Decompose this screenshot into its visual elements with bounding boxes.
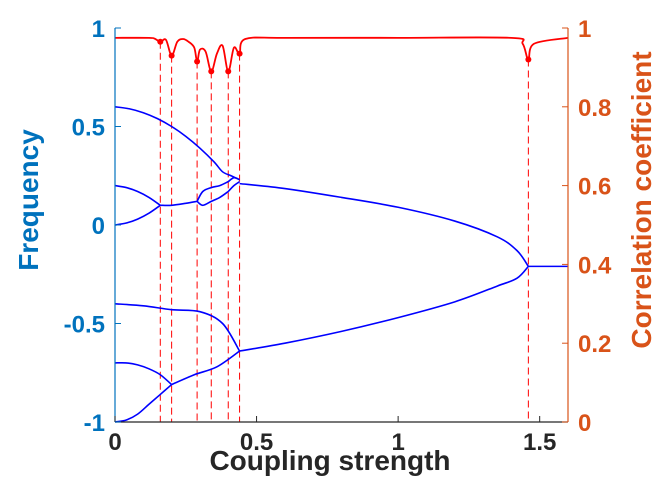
frequency-branch-14 xyxy=(114,383,173,423)
correlation-marker-7 xyxy=(525,56,532,63)
frequency-branch-10 xyxy=(239,265,529,352)
left-y-axis-label: Frequency xyxy=(13,129,44,271)
right-y-tick-label-1: 0.2 xyxy=(578,331,611,358)
x-tick-label-2: 1 xyxy=(391,429,404,456)
tick-labels: 0 0.5 1 1.5 -1 -0.5 0 0.5 1 0 0.2 0.4 0.6 0.8 1 xyxy=(64,16,612,456)
bifurcation-guides xyxy=(159,41,529,422)
left-y-tick-label-2: 0 xyxy=(92,213,105,240)
right-y-tick-label-3: 0.6 xyxy=(578,174,611,201)
frequency-branch-15 xyxy=(171,350,241,386)
frequency-branch-7 xyxy=(227,176,240,183)
x-tick-label-1: 0.5 xyxy=(240,429,273,456)
frequency-branch-2 xyxy=(114,184,161,206)
frequency-branch-4 xyxy=(160,200,198,207)
correlation-line xyxy=(114,36,569,73)
x-tick-label-3: 1.5 xyxy=(523,429,556,456)
right-y-axis-label: Correlation coefficient xyxy=(626,51,657,348)
correlation-marker-1 xyxy=(157,38,164,45)
frequency-branch-9 xyxy=(239,182,530,267)
correlation-marker-5 xyxy=(225,68,232,75)
correlation-marker-4 xyxy=(208,68,215,75)
left-y-tick-label-3: 0.5 xyxy=(72,115,105,142)
frequency-branch-8 xyxy=(227,180,241,193)
frequency-branches xyxy=(114,106,568,423)
frequency-branch-5 xyxy=(196,180,229,202)
right-y-tick-label-5: 1 xyxy=(578,16,591,43)
x-tick-label-0: 0 xyxy=(108,429,121,456)
x-axis-label: Coupling strength xyxy=(209,445,450,476)
right-y-tick-label-4: 0.8 xyxy=(578,95,611,122)
frequency-branch-3 xyxy=(114,204,161,226)
frequency-branch-1 xyxy=(114,106,240,181)
left-y-tick-label-1: -0.5 xyxy=(64,312,105,339)
frequency-branch-13 xyxy=(114,361,173,386)
frequency-branch-12 xyxy=(114,303,241,352)
axes xyxy=(114,28,569,423)
frequency-branch-6 xyxy=(196,190,229,207)
left-y-tick-label-4: 1 xyxy=(92,16,105,43)
left-y-tick-label-0: -1 xyxy=(84,410,105,437)
right-y-tick-label-2: 0.4 xyxy=(578,252,612,279)
right-y-tick-label-0: 0 xyxy=(578,410,591,437)
correlation-marker-2 xyxy=(168,52,175,59)
correlation-series xyxy=(114,36,569,75)
correlation-marker-3 xyxy=(194,58,201,65)
correlation-marker-6 xyxy=(236,50,243,57)
